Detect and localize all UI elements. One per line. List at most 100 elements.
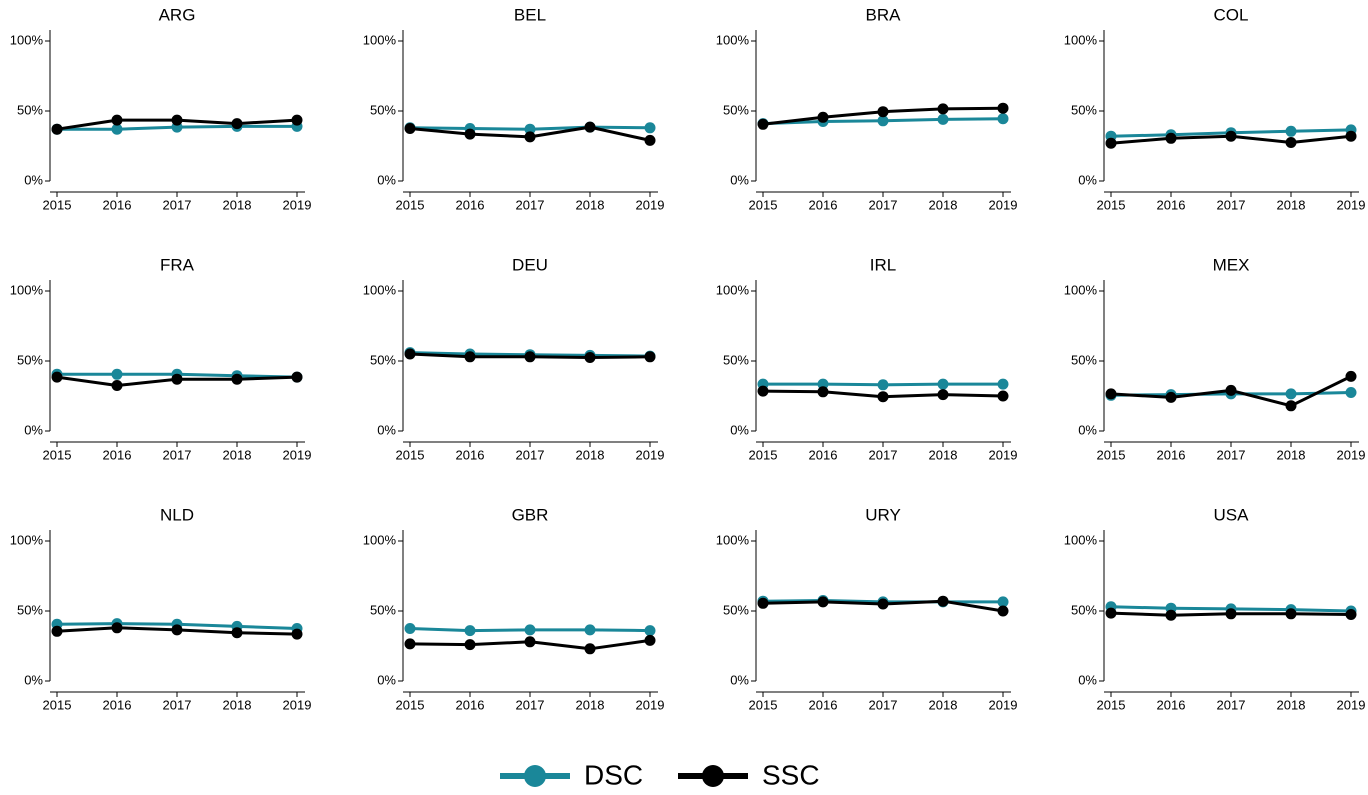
x-tick-label: 2019 <box>283 447 312 462</box>
point <box>51 123 63 135</box>
point <box>937 378 949 390</box>
x-tick-label: 2018 <box>576 197 605 212</box>
legend-label: DSC <box>584 759 643 790</box>
x-tick-label: 2015 <box>1097 697 1126 712</box>
point <box>1105 607 1117 619</box>
point <box>51 371 63 383</box>
y-tick-label: 50% <box>1071 602 1097 617</box>
y-tick-label: 100% <box>1064 32 1098 47</box>
x-tick-label: 2016 <box>1157 697 1186 712</box>
y-tick-label: 0% <box>377 672 396 687</box>
x-tick-label: 2019 <box>989 447 1018 462</box>
point <box>1285 388 1297 400</box>
y-tick-label: 50% <box>1071 102 1097 117</box>
point <box>111 114 123 126</box>
point <box>817 386 829 398</box>
y-tick-label: 100% <box>363 532 397 547</box>
x-tick-label: 2017 <box>1217 697 1246 712</box>
x-tick-label: 2018 <box>929 447 958 462</box>
point <box>464 128 476 140</box>
y-tick-label: 100% <box>716 32 750 47</box>
x-tick-label: 2018 <box>223 447 252 462</box>
legend: DSC SSC <box>500 759 820 790</box>
point <box>464 351 476 363</box>
point <box>584 121 596 133</box>
x-tick-label: 2016 <box>1157 197 1186 212</box>
panel-title: MEX <box>1213 255 1250 274</box>
point <box>524 636 536 648</box>
point <box>937 595 949 607</box>
point <box>1165 132 1177 144</box>
x-tick-label: 2016 <box>456 197 485 212</box>
point <box>937 103 949 115</box>
y-tick-label: 0% <box>730 422 749 437</box>
x-tick-label: 2016 <box>103 697 132 712</box>
y-tick-label: 100% <box>1064 532 1098 547</box>
point <box>1105 137 1117 149</box>
x-tick-label: 2017 <box>1217 447 1246 462</box>
point <box>231 373 243 385</box>
x-tick-label: 2016 <box>103 447 132 462</box>
x-tick-label: 2019 <box>636 697 665 712</box>
point <box>1165 609 1177 621</box>
x-tick-label: 2019 <box>636 197 665 212</box>
panel-title: URY <box>865 505 901 524</box>
y-tick-label: 50% <box>723 102 749 117</box>
point <box>464 625 476 637</box>
point <box>584 643 596 655</box>
x-tick-label: 2016 <box>809 197 838 212</box>
x-tick-label: 2016 <box>1157 447 1186 462</box>
point <box>1165 391 1177 403</box>
point <box>877 106 889 118</box>
point <box>1285 125 1297 137</box>
y-tick-label: 0% <box>24 172 43 187</box>
point <box>111 123 123 135</box>
point <box>464 639 476 651</box>
point <box>644 122 656 134</box>
point <box>817 111 829 123</box>
y-tick-label: 50% <box>370 602 396 617</box>
y-tick-label: 50% <box>370 352 396 367</box>
x-tick-label: 2017 <box>869 697 898 712</box>
point <box>171 624 183 636</box>
point <box>1345 609 1357 620</box>
x-tick-label: 2016 <box>809 697 838 712</box>
x-tick-label: 2018 <box>223 197 252 212</box>
point <box>644 625 656 637</box>
point <box>997 378 1009 390</box>
point <box>817 596 829 608</box>
point <box>1225 384 1237 396</box>
point <box>644 351 656 363</box>
x-tick-label: 2017 <box>163 447 192 462</box>
y-tick-label: 50% <box>723 602 749 617</box>
y-tick-label: 50% <box>17 352 43 367</box>
point <box>877 391 889 403</box>
x-tick-label: 2015 <box>43 447 72 462</box>
y-tick-label: 100% <box>716 532 750 547</box>
x-tick-label: 2019 <box>283 197 312 212</box>
point <box>877 598 889 610</box>
panel-title: GBR <box>512 505 549 524</box>
x-tick-label: 2016 <box>103 197 132 212</box>
point <box>997 596 1009 608</box>
point <box>1285 608 1297 620</box>
legend-label: SSC <box>762 759 820 790</box>
point <box>584 352 596 363</box>
panel-title: FRA <box>160 255 195 274</box>
y-tick-label: 50% <box>17 602 43 617</box>
point <box>757 385 769 397</box>
point <box>584 624 596 636</box>
x-tick-label: 2018 <box>223 697 252 712</box>
point <box>524 624 536 636</box>
point <box>1285 400 1297 412</box>
y-tick-label: 100% <box>10 32 44 47</box>
panel-title: USA <box>1214 505 1250 524</box>
point <box>757 597 769 609</box>
y-tick-label: 0% <box>1078 672 1097 687</box>
